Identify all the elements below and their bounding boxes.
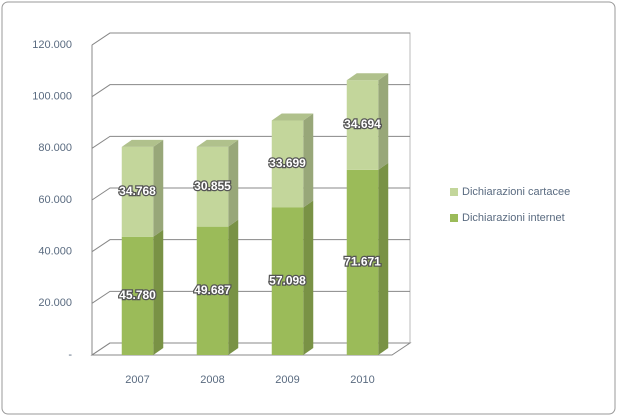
data-label: 57.098 bbox=[269, 273, 306, 287]
data-label: 45.780 bbox=[119, 288, 156, 302]
bar-side bbox=[228, 219, 239, 355]
x-tick-label: 2009 bbox=[275, 374, 299, 386]
grid-line bbox=[91, 84, 410, 98]
data-label: 34.694 bbox=[344, 117, 381, 131]
legend-swatch bbox=[450, 214, 458, 222]
x-tick-label: 2008 bbox=[200, 374, 224, 386]
bar-side bbox=[303, 113, 314, 208]
bar-side bbox=[378, 162, 389, 355]
data-label: 34.768 bbox=[119, 184, 156, 198]
bar-top bbox=[121, 139, 164, 147]
data-label: 71.671 bbox=[344, 255, 381, 269]
bar-side bbox=[153, 229, 164, 355]
bar-side bbox=[228, 139, 239, 227]
bar bbox=[346, 80, 379, 170]
bar bbox=[196, 146, 229, 227]
bar bbox=[271, 207, 304, 355]
legend-label: Dichiarazioni internet bbox=[462, 212, 565, 224]
y-tick-label: 80.000 bbox=[38, 142, 72, 154]
y-tick-label: 100.000 bbox=[32, 91, 72, 103]
y-tick-label: 120.000 bbox=[32, 39, 72, 51]
bar bbox=[121, 146, 154, 237]
bar-top bbox=[196, 139, 239, 147]
grid-line bbox=[91, 32, 410, 46]
bar bbox=[346, 169, 379, 355]
bar-side bbox=[378, 73, 389, 170]
y-tick-label: - bbox=[68, 349, 72, 361]
bar-side bbox=[303, 200, 314, 355]
bar-top bbox=[346, 73, 389, 81]
data-label: 49.687 bbox=[194, 283, 231, 297]
bar bbox=[121, 236, 154, 355]
x-tick-label: 2010 bbox=[350, 374, 374, 386]
bar bbox=[196, 226, 229, 355]
data-label: 33.699 bbox=[269, 156, 306, 170]
y-tick-label: 40.000 bbox=[38, 246, 72, 258]
legend-label: Dichiarazioni cartacee bbox=[462, 186, 570, 198]
data-label: 30.855 bbox=[194, 179, 231, 193]
y-tick-label: 60.000 bbox=[38, 194, 72, 206]
y-tick-label: 20.000 bbox=[38, 297, 72, 309]
legend-swatch bbox=[450, 188, 458, 196]
bar-side bbox=[153, 139, 164, 237]
bar bbox=[271, 120, 304, 208]
bar-top bbox=[271, 113, 314, 121]
x-tick-label: 2007 bbox=[125, 374, 149, 386]
